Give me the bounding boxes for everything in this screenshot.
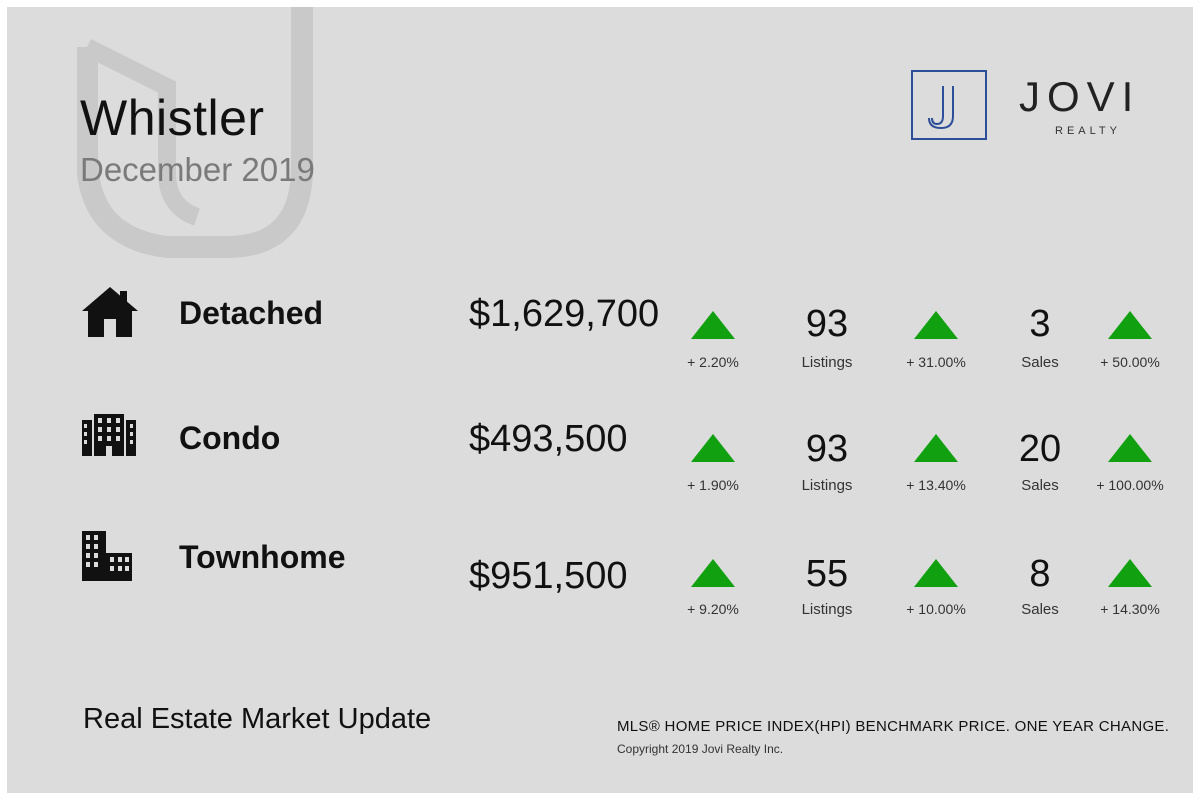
listings-count: 93	[805, 428, 849, 470]
up-arrow-icon	[1108, 559, 1152, 587]
up-arrow-icon	[914, 559, 958, 587]
brand-name: JOVI	[1019, 73, 1141, 120]
price-change: + 2.20%	[687, 354, 739, 370]
benchmark-price: $493,500	[469, 418, 628, 460]
up-arrow-icon	[1108, 434, 1152, 462]
page-title: Whistler	[80, 90, 265, 146]
sales-change: + 14.30%	[1100, 601, 1160, 617]
sales-count: 20	[1018, 428, 1062, 470]
benchmark-price: $1,629,700	[469, 293, 660, 335]
house-icon	[82, 287, 138, 337]
property-type-label: Detached	[179, 295, 324, 331]
footer-title: Real Estate Market Update	[83, 703, 432, 735]
up-arrow-icon	[691, 559, 735, 587]
watermark-logo-icon	[77, 7, 313, 258]
property-row-detached: Detached $1,629,700 + 2.20% 93 Listings …	[7, 285, 1193, 395]
property-type-label: Condo	[179, 420, 281, 456]
listings-label: Listings	[801, 477, 853, 494]
benchmark-price: $951,500	[469, 555, 628, 597]
up-arrow-icon	[691, 311, 735, 339]
condo-building-icon	[82, 414, 136, 456]
up-arrow-icon	[914, 311, 958, 339]
listings-label: Listings	[801, 601, 853, 618]
copyright: Copyright 2019 Jovi Realty Inc.	[617, 742, 784, 756]
sales-change: + 50.00%	[1100, 354, 1160, 370]
brand-subtitle: REALTY	[1055, 125, 1121, 137]
listings-change: + 31.00%	[906, 354, 966, 370]
sales-count: 3	[1029, 303, 1051, 345]
listings-change: + 13.40%	[906, 477, 966, 493]
property-row-condo: Condo $493,500 + 1.90% 93 Listings + 13.…	[7, 410, 1193, 520]
brand-logo-mark	[911, 70, 987, 140]
listings-label: Listings	[801, 354, 853, 371]
listings-count: 55	[805, 553, 849, 595]
report-period: December 2019	[80, 151, 315, 188]
up-arrow-icon	[914, 434, 958, 462]
property-row-townhome: Townhome $951,500 + 9.20% 55 Listings + …	[7, 529, 1193, 639]
sales-count: 8	[1029, 553, 1051, 595]
property-type-label: Townhome	[179, 539, 346, 575]
sales-label: Sales	[1021, 601, 1059, 618]
price-change: + 9.20%	[687, 601, 739, 617]
price-change: + 1.90%	[687, 477, 739, 493]
listings-count: 93	[805, 303, 849, 345]
listings-change: + 10.00%	[906, 601, 966, 617]
sales-label: Sales	[1021, 477, 1059, 494]
j-monogram-icon	[928, 86, 954, 130]
up-arrow-icon	[691, 434, 735, 462]
footer-note: MLS® HOME PRICE INDEX(HPI) BENCHMARK PRI…	[617, 718, 1170, 735]
townhome-building-icon	[82, 531, 132, 581]
sales-label: Sales	[1021, 354, 1059, 371]
market-update-card: Whistler December 2019 JOVI REALTY Detac…	[7, 7, 1193, 793]
sales-change: + 100.00%	[1096, 477, 1164, 493]
up-arrow-icon	[1108, 311, 1152, 339]
